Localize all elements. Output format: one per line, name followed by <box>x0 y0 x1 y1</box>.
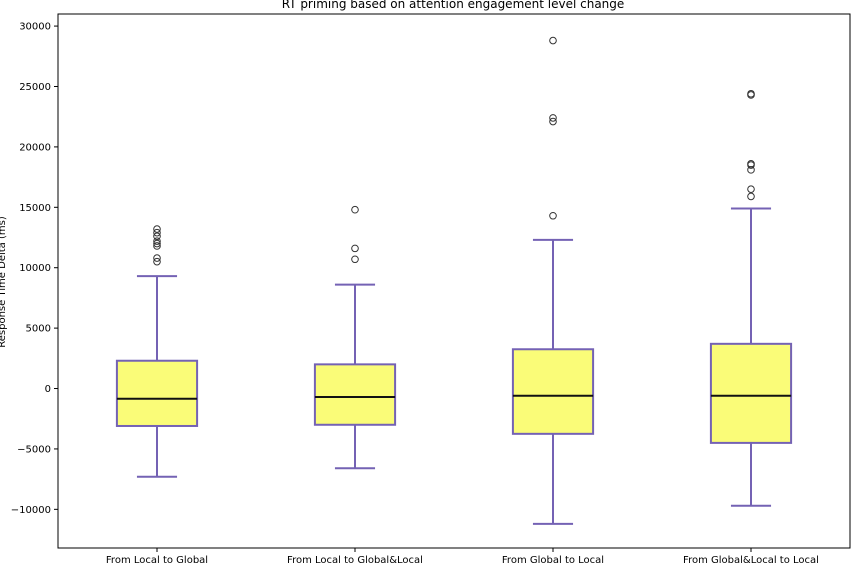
outlier-point <box>351 244 359 253</box>
outlier-point <box>153 225 161 233</box>
chart-title: RT priming based on attention engagement… <box>282 0 625 11</box>
box-iqr <box>709 342 793 444</box>
x-tick-label: From Local to Global&Local <box>287 555 423 566</box>
x-tick-label: From Global to Local <box>502 555 604 566</box>
y-tick-label: −5000 <box>17 444 51 455</box>
outlier-point <box>549 114 557 122</box>
plot-frame <box>57 13 851 549</box>
outlier-point <box>153 239 161 248</box>
outlier-point <box>153 237 161 245</box>
outlier-point <box>549 36 557 45</box>
y-tick-label: 30000 <box>19 22 51 33</box>
outlier-point <box>351 205 359 214</box>
y-tick-label: −10000 <box>11 505 51 516</box>
box-iqr <box>313 363 397 426</box>
outlier-point <box>153 228 161 237</box>
x-tick-label: From Global&Local to Local <box>683 555 819 566</box>
y-tick-label: 10000 <box>19 263 51 274</box>
outlier-point <box>153 257 161 266</box>
outlier-point <box>153 254 161 262</box>
outlier-point <box>153 242 161 250</box>
outlier-point <box>747 89 755 98</box>
y-tick-label: 0 <box>45 384 51 395</box>
outlier-point <box>747 192 755 201</box>
y-tick-label: 15000 <box>19 203 51 214</box>
box-iqr <box>511 348 595 435</box>
outlier-point <box>351 255 359 264</box>
outlier-point <box>549 117 557 126</box>
outlier-point <box>747 160 755 168</box>
outlier-point <box>747 166 755 174</box>
x-tick-label: From Local to Global <box>106 555 208 566</box>
y-tick-label: 25000 <box>19 82 51 93</box>
outlier-point <box>747 185 755 193</box>
outlier-point <box>153 232 161 241</box>
y-tick-label: 20000 <box>19 142 51 153</box>
y-tick-label: 5000 <box>26 324 51 335</box>
y-axis-label: Response Time Delta (ms) <box>0 216 8 348</box>
outlier-point <box>549 211 557 220</box>
box-iqr <box>115 359 199 427</box>
